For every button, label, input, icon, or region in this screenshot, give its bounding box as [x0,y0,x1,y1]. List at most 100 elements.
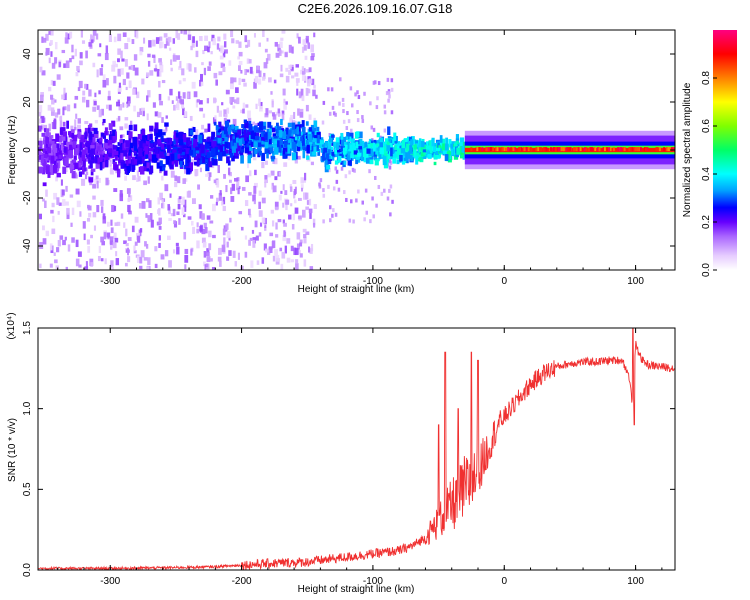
spectrogram-band-cell [178,147,183,154]
spectrogram-noise-cell [257,78,262,85]
spectrogram-band-cell [241,145,245,151]
spectrogram-noise-cell [179,60,182,68]
spectrogram-converged-cell [492,147,495,152]
spectrogram-noise-cell [177,91,181,99]
spectrogram-noise-cell [69,31,73,39]
spectrogram-band-cell [128,131,133,139]
spectrogram-band-cell [94,133,99,138]
spectrogram-noise-cell [196,228,200,234]
spectrogram-noise-cell [169,88,173,96]
spectrogram-band-cell [334,160,339,165]
spectrogram-band-cell [116,168,121,178]
spectrogram-band-cell [219,126,224,132]
spectrogram-noise-cell [92,212,97,218]
spectrogram-noise-cell [163,33,168,38]
spectrogram-band-cell [343,142,348,147]
spectrogram-band-cell [331,142,335,146]
spectrogram-converged-cell [619,147,622,152]
spectrogram-noise-cell [176,176,181,184]
spectrogram-band-cell [142,144,147,151]
spectrogram-band-cell [213,121,217,126]
spectrogram-noise-cell [311,78,315,86]
spectrogram-converged-cell [598,147,601,152]
spectrogram-band-cell [101,153,105,158]
spectrogram-noise-cell [293,247,297,256]
spectrogram-band-cell [193,138,198,147]
spectrogram-noise-cell [277,219,282,223]
spectrogram-noise-cell [49,263,53,268]
spectrogram-noise-cell [184,168,188,174]
spectrogram-converged-cell [609,147,612,152]
spectrogram-noise-cell [282,88,286,96]
spectrogram-band-cell [211,131,216,137]
spectrogram-band-cell [243,129,247,135]
spectrogram-band-cell [153,143,157,149]
spectrogram-converged-cell [562,147,565,152]
spectrogram-noise-cell [114,237,119,243]
spectrogram-noise-cell [278,194,282,201]
spectrogram-noise-cell [145,213,148,218]
spectrogram-converged-cell [489,147,492,152]
spectrogram-band-cell [79,151,83,156]
spectrogram-noise-cell [268,77,272,83]
spectrogram-band-cell [256,132,260,136]
spectrogram-noise-cell [123,222,126,228]
spectrogram-noise-cell [101,258,104,262]
spectrogram-band-cell [323,147,327,154]
spectrogram-band-cell [71,130,75,139]
spectrogram-noise-cell [327,87,330,92]
spectrogram-noise-cell [291,67,294,71]
spectrogram-noise-cell [231,38,235,44]
spectrogram-noise-cell [120,213,124,219]
spectrogram-converged-cell [524,147,527,152]
spectrogram-noise-cell [89,180,92,186]
spectrogram-noise-cell [111,64,116,72]
spectrogram-band-cell [321,143,325,148]
spectrogram-noise-cell [92,30,97,36]
spectrogram-converged-cell [637,147,640,152]
spectrogram-band-cell [107,139,113,146]
spectrogram-noise-cell [387,91,391,96]
spectrogram-band-cell [415,152,420,158]
spectrogram-noise-cell [328,133,332,138]
colorbar-tick-label: 0.2 [701,215,712,229]
spectrogram-noise-cell [298,197,302,201]
spectrogram-band-cell [71,159,77,163]
spectrogram-band-cell [66,141,71,150]
spectrogram-band-cell [297,121,301,127]
spectrogram-noise-cell [38,105,43,113]
spectrogram-noise-cell [380,191,384,196]
spectrogram-band-cell [90,169,94,176]
spectrogram-band-cell [84,167,88,172]
spectrogram-band-cell [291,152,297,161]
spectrogram-noise-cell [39,66,43,73]
spectrogram-noise-cell [274,157,278,165]
spectrogram-noise-cell [143,180,148,186]
spectrogram-converged-cell [670,147,673,152]
spectrogram-noise-cell [177,203,181,210]
spectrogram-noise-cell [285,199,290,205]
spectrogram-band-cell [109,131,113,136]
spectrogram-noise-cell [110,219,113,226]
spectrogram-noise-cell [71,44,74,53]
spectrogram-noise-cell [159,71,162,77]
spectrogram-band-cell [104,138,108,143]
spectrogram-band-cell [161,167,166,171]
spectrogram-band-cell [55,164,59,173]
spectrogram-band-cell [198,149,203,159]
spectrogram-noise-cell [110,246,113,250]
spectrogram-noise-cell [90,39,94,44]
spectrogram-noise-cell [157,197,160,205]
spectrogram-noise-cell [62,239,66,246]
spectrogram-noise-cell [86,239,90,245]
spectrogram-converged-cell [644,147,647,152]
spectrogram-band-cell [197,142,201,149]
spectrogram-band-cell [42,158,47,166]
spectrogram-noise-cell [55,176,58,182]
spectrogram-band-cell [79,166,83,170]
spectrogram-noise-cell [229,96,232,104]
spectrogram-noise-cell [189,115,193,121]
spectrogram-converged-cell [481,147,484,152]
spectrogram-noise-cell [39,241,44,249]
spectrogram-band-cell [175,137,179,144]
